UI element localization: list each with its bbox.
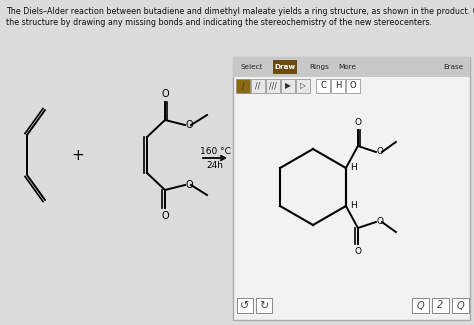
Text: Draw: Draw <box>274 64 296 70</box>
Text: H: H <box>335 82 341 90</box>
Text: +: + <box>72 148 84 162</box>
Bar <box>256 298 272 313</box>
Text: /: / <box>242 82 244 90</box>
Text: ▶: ▶ <box>285 82 291 90</box>
Text: Select: Select <box>241 64 264 70</box>
Text: O: O <box>355 247 361 256</box>
Text: the structure by drawing any missing bonds and indicating the stereochemistry of: the structure by drawing any missing bon… <box>6 18 432 27</box>
Text: O: O <box>161 89 169 99</box>
Text: Rings: Rings <box>309 64 329 70</box>
Text: O: O <box>161 211 169 221</box>
Bar <box>432 298 449 313</box>
Bar <box>251 79 265 93</box>
Text: //: // <box>255 82 261 90</box>
Bar <box>237 298 253 313</box>
Text: O: O <box>350 82 356 90</box>
Text: 160 °C: 160 °C <box>200 147 230 155</box>
Text: H: H <box>350 163 356 173</box>
Bar <box>233 57 470 320</box>
Text: ///: /// <box>269 82 277 90</box>
Text: O: O <box>186 120 193 130</box>
Bar <box>236 79 250 93</box>
Bar <box>296 79 310 93</box>
Text: O: O <box>377 217 384 227</box>
Bar <box>273 60 297 74</box>
Text: O: O <box>355 118 361 127</box>
Text: ▷: ▷ <box>300 82 306 90</box>
Text: Erase: Erase <box>444 64 464 70</box>
Bar <box>281 79 295 93</box>
Text: More: More <box>338 64 356 70</box>
Text: C: C <box>320 82 326 90</box>
Bar <box>452 298 469 313</box>
Bar <box>331 79 345 93</box>
Bar <box>346 79 360 93</box>
Text: O: O <box>186 180 193 190</box>
Bar <box>412 298 429 313</box>
Bar <box>233 57 470 77</box>
Bar <box>266 79 280 93</box>
Text: H: H <box>350 202 356 211</box>
Text: 24h: 24h <box>207 161 224 170</box>
Text: Q: Q <box>456 301 465 310</box>
Text: Q: Q <box>417 301 424 310</box>
Text: ↻: ↻ <box>259 301 269 310</box>
Bar <box>316 79 330 93</box>
Text: O: O <box>377 148 384 157</box>
Text: 2: 2 <box>438 301 444 310</box>
Text: The Diels–Alder reaction between butadiene and dimethyl maleate yields a ring st: The Diels–Alder reaction between butadie… <box>6 7 474 16</box>
Text: ↺: ↺ <box>240 301 250 310</box>
